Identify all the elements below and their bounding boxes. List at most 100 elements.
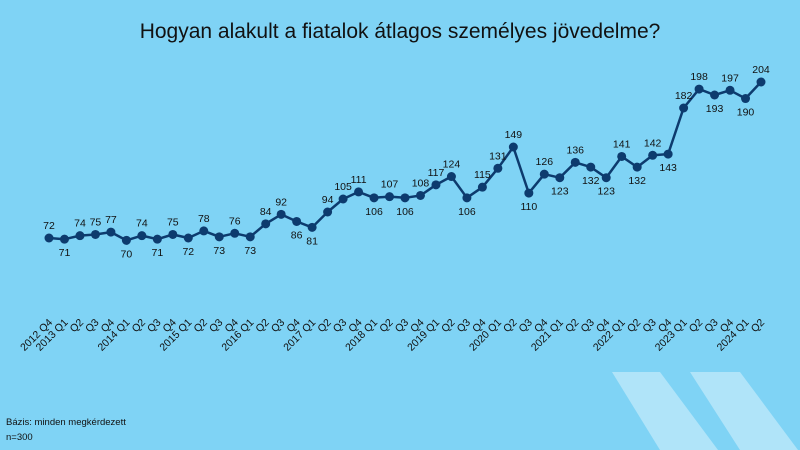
x-tick-label: 2018 Q1 xyxy=(343,317,380,354)
data-label: 106 xyxy=(365,206,383,218)
data-label: 123 xyxy=(597,186,615,198)
data-point xyxy=(741,94,751,104)
data-label: 182 xyxy=(675,90,693,102)
data-label: 94 xyxy=(322,194,334,206)
data-point xyxy=(338,194,348,204)
data-point xyxy=(214,232,224,242)
data-label: 142 xyxy=(644,137,662,149)
data-label: 204 xyxy=(752,64,770,76)
chart-title: Hogyan alakult a fiatalok átlagos személ… xyxy=(139,20,661,43)
data-label: 110 xyxy=(520,201,537,213)
data-label: 126 xyxy=(536,156,554,168)
data-label: 115 xyxy=(474,169,491,181)
data-point xyxy=(137,231,147,241)
data-label: 143 xyxy=(659,162,677,174)
x-tick-label: 2019 Q1 xyxy=(405,317,442,354)
x-tick-label: 2015 Q1 xyxy=(157,317,194,354)
data-point xyxy=(446,172,456,182)
x-tick-label: Q2 xyxy=(749,317,768,336)
data-label: 132 xyxy=(582,175,600,187)
data-point xyxy=(431,180,441,190)
x-tick-label: 2023 Q1 xyxy=(653,317,690,354)
data-point xyxy=(477,182,487,192)
data-point xyxy=(539,169,549,179)
data-point xyxy=(524,188,534,198)
data-point xyxy=(663,149,673,159)
data-point xyxy=(121,235,131,245)
base-footnote: Bázis: minden megkérdezett xyxy=(6,417,126,428)
data-label: 75 xyxy=(167,216,179,228)
data-label: 117 xyxy=(428,167,445,179)
data-label: 111 xyxy=(351,174,367,186)
data-point xyxy=(44,233,54,243)
data-point xyxy=(230,228,240,238)
x-tick-label: 2017 Q1 xyxy=(281,317,318,354)
data-point xyxy=(276,209,286,219)
data-label: 76 xyxy=(229,215,241,227)
data-label: 72 xyxy=(182,246,194,258)
data-point xyxy=(586,162,596,172)
data-point xyxy=(106,227,116,237)
data-label: 108 xyxy=(412,177,430,189)
data-label: 197 xyxy=(721,72,739,84)
data-label: 132 xyxy=(628,175,646,187)
data-label: 74 xyxy=(136,218,148,230)
data-point xyxy=(323,207,333,217)
data-label: 190 xyxy=(737,107,755,119)
data-point xyxy=(307,222,317,232)
data-point xyxy=(679,103,689,113)
data-point xyxy=(462,193,472,203)
chevron-shape-left xyxy=(612,372,718,450)
data-point xyxy=(710,90,720,100)
data-label: 198 xyxy=(690,71,708,83)
data-label: 141 xyxy=(613,138,631,150)
data-label: 193 xyxy=(706,103,724,115)
data-point xyxy=(493,163,503,173)
data-label: 72 xyxy=(43,220,55,232)
data-point xyxy=(415,190,425,200)
data-label: 75 xyxy=(90,216,102,228)
data-point xyxy=(152,234,162,244)
data-label: 70 xyxy=(121,248,133,260)
data-label: 124 xyxy=(443,159,461,171)
data-point xyxy=(385,192,395,202)
data-label: 149 xyxy=(505,129,523,141)
data-point xyxy=(756,77,766,87)
data-point xyxy=(725,85,735,95)
data-label: 136 xyxy=(566,144,584,156)
data-label: 74 xyxy=(74,218,86,230)
data-label: 77 xyxy=(105,214,117,226)
x-tick-label: 2014 Q1 xyxy=(96,317,133,354)
data-point xyxy=(199,226,209,236)
data-label: 86 xyxy=(291,229,303,241)
data-label: 92 xyxy=(275,196,287,208)
data-point xyxy=(292,216,302,226)
data-point xyxy=(168,229,178,239)
data-label: 105 xyxy=(334,181,352,193)
data-point xyxy=(75,231,85,241)
data-label: 106 xyxy=(458,206,476,218)
sample-size-footnote: n=300 xyxy=(6,432,33,443)
data-point xyxy=(508,142,518,152)
data-label: 81 xyxy=(306,235,318,247)
data-label: 73 xyxy=(213,245,225,257)
data-point xyxy=(617,151,627,161)
data-point xyxy=(369,193,379,203)
data-point xyxy=(59,234,69,244)
x-tick-label: 2016 Q1 xyxy=(219,317,256,354)
x-tick-label: 2024 Q1 xyxy=(715,317,752,354)
data-point xyxy=(90,229,100,239)
data-label: 71 xyxy=(152,247,164,259)
data-label: 73 xyxy=(244,245,256,257)
data-point xyxy=(601,173,611,183)
data-label: 131 xyxy=(489,150,507,162)
data-point xyxy=(261,219,271,229)
x-tick-label: 2020 Q1 xyxy=(467,317,504,354)
data-label: 84 xyxy=(260,206,272,218)
data-label: 78 xyxy=(198,213,210,225)
data-label: 106 xyxy=(396,206,414,218)
x-tick-label: 2022 Q1 xyxy=(591,317,628,354)
data-point xyxy=(632,162,642,172)
